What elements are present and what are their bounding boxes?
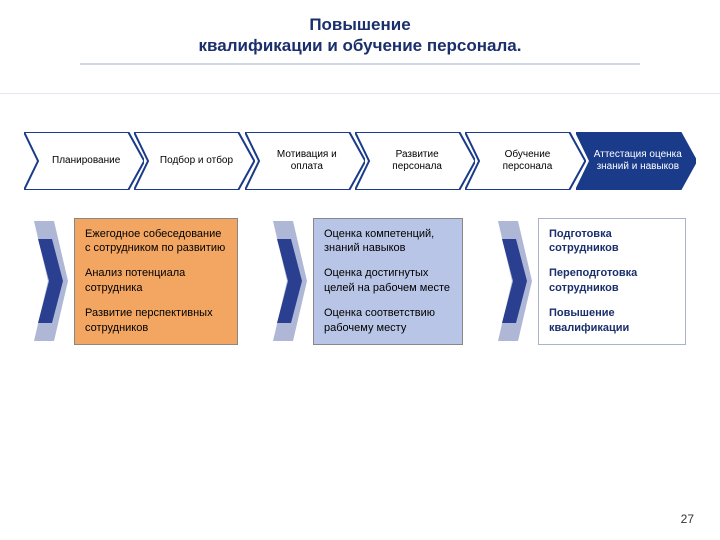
card-middle: Оценка компетенций, знаний навыков Оценк… xyxy=(313,218,463,345)
card-item: Оценка соответствию рабочему месту xyxy=(324,306,452,336)
card-right: Подготовка сотрудников Переподготовка со… xyxy=(538,218,686,345)
chevron-label: Планирование xyxy=(24,132,144,190)
card-item: Оценка достигнутых целей на рабочем мест… xyxy=(324,266,452,296)
detail-columns: Ежегодное собеседование с сотрудником по… xyxy=(0,190,720,345)
title-line-1: Повышение xyxy=(309,15,410,34)
chevron-step-4: Развитие персонала xyxy=(355,132,475,190)
card-left: Ежегодное собеседование с сотрудником по… xyxy=(74,218,238,345)
title-underline xyxy=(80,63,640,65)
chevron-label: Мотивация и оплата xyxy=(245,132,365,190)
card-item: Развитие перспективных сотрудников xyxy=(85,306,227,336)
big-chevron-icon xyxy=(498,221,532,341)
slide-title: Повышение квалификации и обучение персон… xyxy=(0,0,720,63)
column-left: Ежегодное собеседование с сотрудником по… xyxy=(34,218,238,345)
chevron-step-1: Планирование xyxy=(24,132,144,190)
chevron-step-3: Мотивация и оплата xyxy=(245,132,365,190)
big-chevron-icon xyxy=(273,221,307,341)
chevron-label: Аттестация оценка знаний и навыков xyxy=(576,132,696,190)
chevron-label: Развитие персонала xyxy=(355,132,475,190)
chevron-step-5: Обучение персонала xyxy=(465,132,585,190)
page-number: 27 xyxy=(681,512,694,526)
big-chevron-icon xyxy=(34,221,68,341)
card-item: Переподготовка сотрудников xyxy=(549,266,675,296)
column-right: Подготовка сотрудников Переподготовка со… xyxy=(498,218,686,345)
chevron-label: Подбор и отбор xyxy=(134,132,254,190)
card-item: Оценка компетенций, знаний навыков xyxy=(324,227,452,257)
card-item: Анализ потенциала сотрудника xyxy=(85,266,227,296)
title-line-2: квалификации и обучение персонала. xyxy=(199,36,522,55)
process-chevron-row: Планирование Подбор и отбор Мотивация и … xyxy=(0,94,720,190)
card-item: Повышение квалификации xyxy=(549,306,675,336)
chevron-step-2: Подбор и отбор xyxy=(134,132,254,190)
column-middle: Оценка компетенций, знаний навыков Оценк… xyxy=(273,218,463,345)
chevron-label: Обучение персонала xyxy=(465,132,585,190)
card-item: Подготовка сотрудников xyxy=(549,227,675,257)
chevron-step-6: Аттестация оценка знаний и навыков xyxy=(576,132,696,190)
card-item: Ежегодное собеседование с сотрудником по… xyxy=(85,227,227,257)
